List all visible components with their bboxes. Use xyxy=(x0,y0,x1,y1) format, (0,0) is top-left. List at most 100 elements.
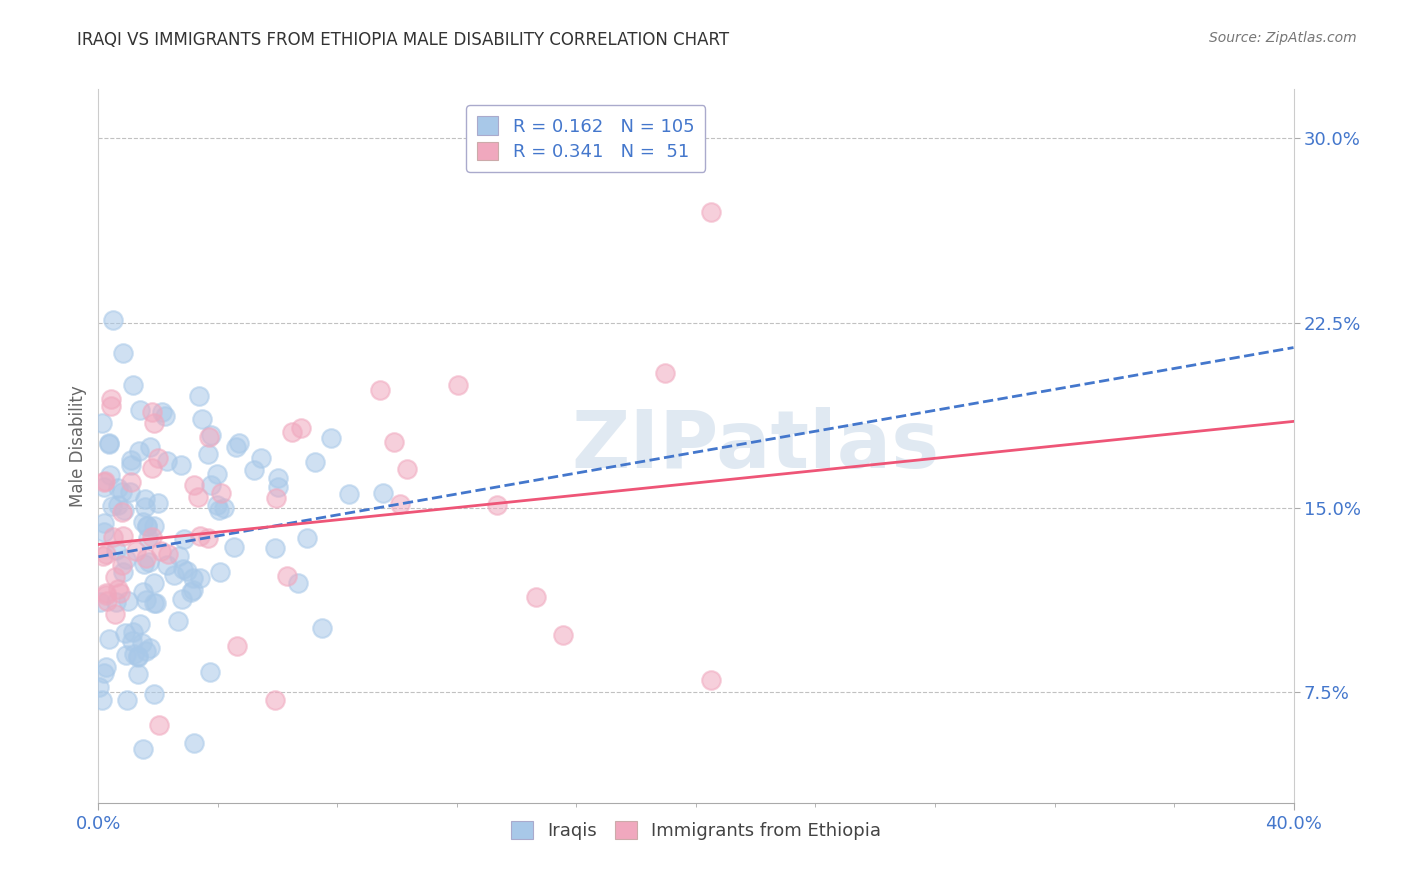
Point xyxy=(120,475,142,489)
Point xyxy=(267,480,290,494)
Point xyxy=(200,428,222,442)
Point xyxy=(90,692,112,706)
Point xyxy=(89,595,111,609)
Point xyxy=(125,544,148,558)
Point xyxy=(141,405,163,419)
Point xyxy=(139,640,162,655)
Point xyxy=(120,452,142,467)
Point xyxy=(264,693,287,707)
Point xyxy=(104,595,127,609)
Point xyxy=(114,626,136,640)
Point xyxy=(447,378,470,392)
Point xyxy=(187,490,209,504)
Point xyxy=(212,500,235,515)
Point xyxy=(149,544,172,558)
Point xyxy=(135,644,157,658)
Point xyxy=(129,616,152,631)
Point xyxy=(173,532,195,546)
Point xyxy=(115,648,138,663)
Point xyxy=(167,549,190,564)
Point xyxy=(700,205,723,219)
Point xyxy=(172,562,194,576)
Point xyxy=(654,367,676,381)
Point xyxy=(127,667,149,681)
Point xyxy=(172,591,194,606)
Point xyxy=(122,625,145,640)
Point xyxy=(389,497,412,511)
Point xyxy=(93,516,115,530)
Point xyxy=(112,503,135,517)
Point xyxy=(180,585,202,599)
Point xyxy=(197,531,219,545)
Text: ZIPatlas: ZIPatlas xyxy=(572,407,939,485)
Point xyxy=(135,519,157,533)
Point xyxy=(94,474,117,488)
Point xyxy=(131,636,153,650)
Point xyxy=(135,593,157,607)
Point xyxy=(98,436,121,450)
Point xyxy=(368,383,391,397)
Point xyxy=(226,639,249,653)
Point xyxy=(111,505,134,519)
Point xyxy=(120,458,142,472)
Point xyxy=(700,673,723,687)
Point xyxy=(207,499,229,513)
Point xyxy=(115,552,138,566)
Point xyxy=(142,417,165,431)
Point xyxy=(167,614,190,628)
Point xyxy=(297,531,319,545)
Point xyxy=(287,575,309,590)
Point xyxy=(319,431,342,445)
Point xyxy=(107,582,129,596)
Point xyxy=(135,550,157,565)
Point xyxy=(146,496,169,510)
Point xyxy=(243,463,266,477)
Point xyxy=(115,692,138,706)
Point xyxy=(373,485,395,500)
Point xyxy=(118,485,141,500)
Point xyxy=(139,440,162,454)
Point xyxy=(132,515,155,529)
Point xyxy=(91,549,114,564)
Point xyxy=(146,451,169,466)
Point xyxy=(111,558,134,572)
Point xyxy=(142,687,165,701)
Point xyxy=(94,660,117,674)
Point xyxy=(103,530,125,544)
Point xyxy=(104,570,127,584)
Point xyxy=(188,571,211,585)
Point xyxy=(156,453,179,467)
Point xyxy=(197,448,219,462)
Point xyxy=(127,650,149,665)
Point xyxy=(250,450,273,465)
Point xyxy=(111,529,134,543)
Point xyxy=(122,647,145,661)
Point xyxy=(138,555,160,569)
Point xyxy=(486,498,509,512)
Point xyxy=(191,411,214,425)
Point xyxy=(94,588,117,602)
Point xyxy=(198,665,221,679)
Y-axis label: Male Disability: Male Disability xyxy=(69,385,87,507)
Point xyxy=(122,378,145,392)
Point xyxy=(188,388,211,402)
Point xyxy=(93,524,115,539)
Point xyxy=(98,467,121,482)
Point xyxy=(93,475,115,489)
Point xyxy=(134,558,156,572)
Point xyxy=(105,543,128,558)
Point xyxy=(162,568,184,582)
Point xyxy=(129,402,152,417)
Text: IRAQI VS IMMIGRANTS FROM ETHIOPIA MALE DISABILITY CORRELATION CHART: IRAQI VS IMMIGRANTS FROM ETHIOPIA MALE D… xyxy=(77,31,730,49)
Point xyxy=(142,519,165,533)
Point xyxy=(290,420,312,434)
Point xyxy=(188,529,211,543)
Point xyxy=(96,547,118,561)
Point xyxy=(156,558,179,573)
Point xyxy=(207,467,229,482)
Point xyxy=(281,425,304,440)
Point xyxy=(264,541,287,555)
Point xyxy=(170,458,193,473)
Point xyxy=(134,492,156,507)
Point xyxy=(209,565,232,579)
